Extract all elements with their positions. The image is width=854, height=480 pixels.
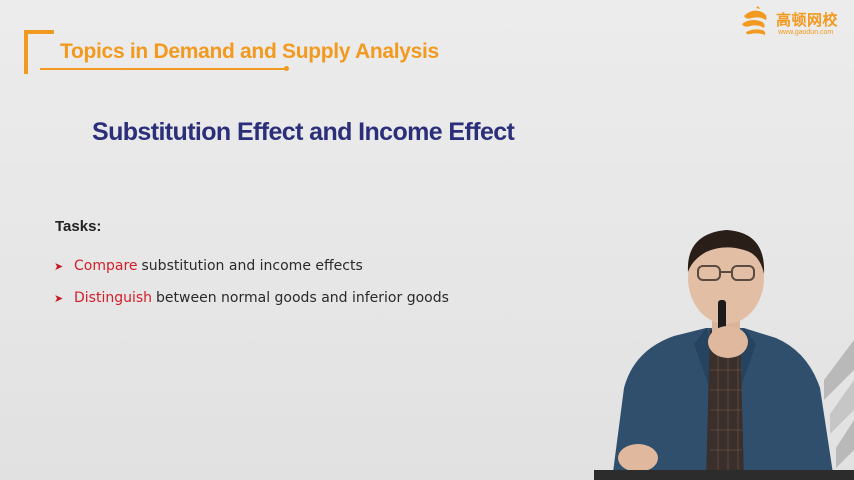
header-underline <box>40 68 286 70</box>
gaodun-logo: 高顿网校 www.gaodun.com <box>738 4 850 40</box>
task-item: ➤ Distinguish between normal goods and i… <box>54 282 449 314</box>
arrow-bullet-icon: ➤ <box>54 291 64 305</box>
header-underline-dot <box>284 66 289 71</box>
logo-url: www.gaodun.com <box>778 29 834 36</box>
gaodun-logo-icon <box>742 6 767 35</box>
tasks-heading: Tasks: <box>55 218 102 235</box>
task-list: ➤ Compare substitution and income effect… <box>54 250 449 314</box>
task-item: ➤ Compare substitution and income effect… <box>54 250 449 282</box>
presenter <box>594 230 854 480</box>
task-verb: Distinguish <box>74 290 153 306</box>
task-text: substitution and income effects <box>141 258 363 274</box>
task-verb: Compare <box>74 258 138 274</box>
task-text: between normal goods and inferior goods <box>156 290 449 306</box>
logo-name: 高顿网校 <box>776 11 839 29</box>
slide-title: Substitution Effect and Income Effect <box>92 118 515 146</box>
arrow-bullet-icon: ➤ <box>54 259 64 273</box>
header-title: Topics in Demand and Supply Analysis <box>60 40 439 63</box>
header-bracket <box>24 30 54 74</box>
podium-stripes <box>824 340 854 468</box>
